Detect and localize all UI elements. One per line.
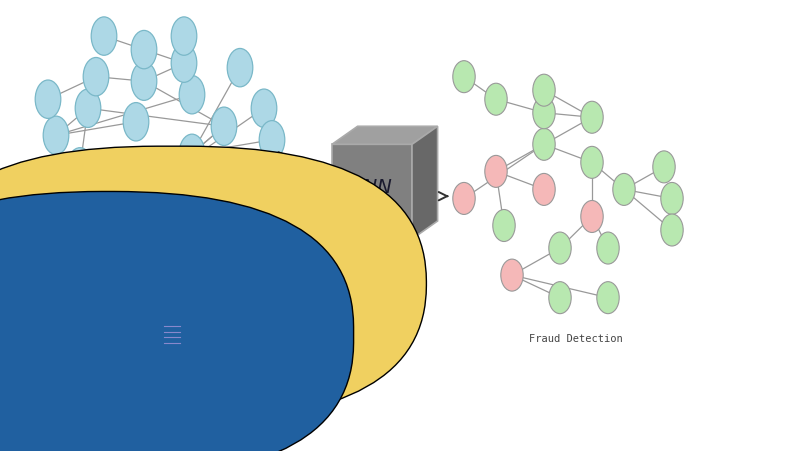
Ellipse shape (123, 102, 149, 141)
FancyBboxPatch shape (94, 276, 122, 287)
FancyBboxPatch shape (0, 192, 354, 451)
Ellipse shape (171, 17, 197, 55)
Ellipse shape (19, 246, 69, 322)
Ellipse shape (147, 161, 173, 200)
Ellipse shape (38, 267, 50, 281)
Ellipse shape (19, 300, 69, 376)
FancyBboxPatch shape (0, 146, 426, 421)
Ellipse shape (171, 44, 197, 83)
FancyBboxPatch shape (0, 193, 295, 451)
FancyBboxPatch shape (332, 144, 412, 239)
Ellipse shape (195, 202, 221, 240)
Ellipse shape (211, 152, 237, 191)
Ellipse shape (131, 62, 157, 101)
Ellipse shape (91, 17, 117, 55)
FancyBboxPatch shape (158, 270, 190, 288)
Text: Fraud Detection: Fraud Detection (529, 334, 623, 344)
Text: Node Features: Node Features (67, 374, 149, 384)
Ellipse shape (179, 134, 205, 173)
FancyBboxPatch shape (156, 272, 188, 290)
Ellipse shape (581, 101, 603, 133)
Ellipse shape (597, 282, 619, 313)
Ellipse shape (549, 232, 571, 264)
Ellipse shape (75, 89, 101, 128)
Ellipse shape (485, 83, 507, 115)
Ellipse shape (131, 30, 157, 69)
Polygon shape (412, 126, 438, 239)
Ellipse shape (139, 202, 165, 240)
Ellipse shape (581, 147, 603, 178)
Ellipse shape (661, 214, 683, 246)
Ellipse shape (453, 61, 475, 92)
Ellipse shape (83, 300, 133, 376)
Ellipse shape (43, 116, 69, 155)
Ellipse shape (251, 89, 277, 128)
Ellipse shape (501, 259, 523, 291)
Ellipse shape (549, 282, 571, 313)
Ellipse shape (33, 277, 55, 296)
Ellipse shape (533, 74, 555, 106)
Text: Account Association Graph: Account Association Graph (66, 253, 222, 262)
Ellipse shape (67, 147, 93, 186)
Ellipse shape (179, 75, 205, 114)
Ellipse shape (259, 120, 285, 159)
Ellipse shape (147, 246, 197, 322)
Ellipse shape (533, 129, 555, 160)
FancyBboxPatch shape (98, 318, 118, 347)
Ellipse shape (613, 174, 635, 205)
Ellipse shape (485, 156, 507, 187)
Ellipse shape (533, 97, 555, 129)
Text: GᵎNN: GᵎNN (344, 178, 392, 197)
Ellipse shape (35, 80, 61, 119)
Polygon shape (332, 126, 438, 144)
Ellipse shape (83, 246, 133, 322)
Ellipse shape (211, 107, 237, 146)
Ellipse shape (661, 183, 683, 214)
Ellipse shape (453, 183, 475, 214)
Ellipse shape (227, 48, 253, 87)
Ellipse shape (533, 174, 555, 205)
FancyBboxPatch shape (94, 268, 122, 282)
Ellipse shape (597, 232, 619, 264)
FancyBboxPatch shape (159, 319, 185, 346)
Ellipse shape (653, 151, 675, 183)
Ellipse shape (83, 184, 109, 222)
Ellipse shape (147, 300, 197, 376)
Polygon shape (30, 322, 58, 333)
Ellipse shape (83, 57, 109, 96)
Ellipse shape (581, 201, 603, 232)
FancyBboxPatch shape (0, 199, 287, 451)
Ellipse shape (259, 152, 285, 191)
Ellipse shape (493, 210, 515, 241)
